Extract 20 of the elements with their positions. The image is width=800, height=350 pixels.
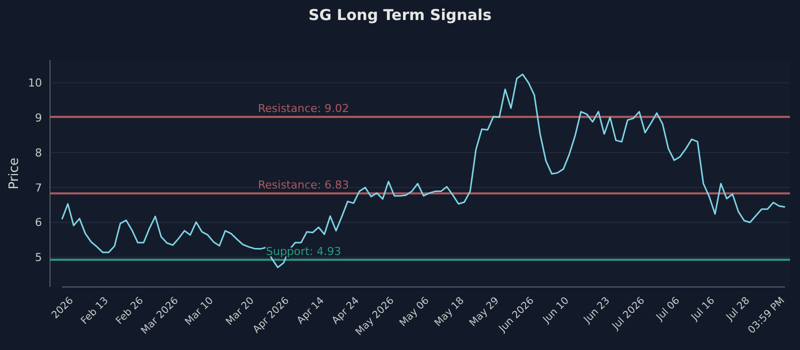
line-series bbox=[61, 74, 786, 268]
x-tick-label: Jun 23 bbox=[581, 295, 612, 326]
x-tick-label: Mar 10 bbox=[183, 295, 216, 328]
y-tick-label: 6 bbox=[35, 216, 42, 230]
y-tick-label: 5 bbox=[35, 251, 42, 264]
y-tick-label: 9 bbox=[35, 111, 42, 124]
y-tick-label: 7 bbox=[35, 181, 42, 194]
x-tick-label: Jul 16 bbox=[688, 295, 718, 324]
y-axis-title: Price bbox=[7, 158, 22, 190]
ref-line-label: Resistance: 6.83 bbox=[258, 178, 349, 192]
x-tick-label: Feb 13 bbox=[79, 295, 111, 327]
y-tick-label: 10 bbox=[28, 76, 42, 90]
x-tick-label: Jun 10 bbox=[540, 295, 572, 326]
x-tick-label: Jul 28 bbox=[724, 295, 752, 324]
x-tick-label: Jul 06 bbox=[654, 295, 682, 324]
chart-title: SG Long Term Signals bbox=[308, 6, 492, 24]
ref-line-label: Resistance: 9.02 bbox=[258, 102, 349, 115]
x-tick-label: Apr 14 bbox=[295, 295, 326, 327]
y-tick-label: 8 bbox=[35, 146, 42, 160]
x-tick-label: Apr 24 bbox=[330, 295, 362, 327]
